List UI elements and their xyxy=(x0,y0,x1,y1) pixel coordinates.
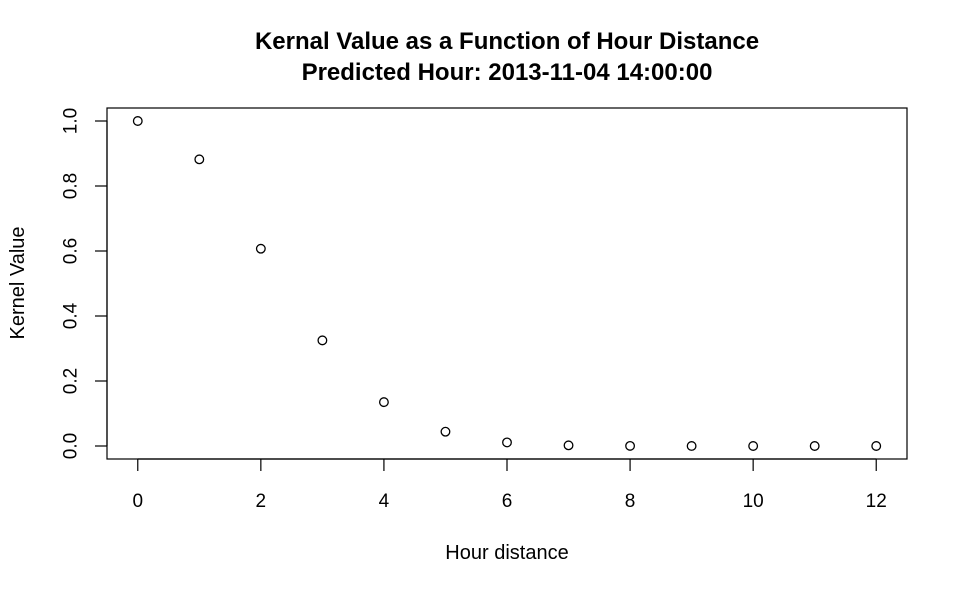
data-point xyxy=(440,426,451,437)
y-axis-label: Kernel Value xyxy=(7,226,29,339)
data-point xyxy=(378,397,389,408)
y-tick-label: 0.0 xyxy=(61,433,82,459)
data-point xyxy=(255,243,266,254)
data-point xyxy=(132,116,143,126)
data-point xyxy=(686,441,697,451)
x-tick-label: 10 xyxy=(743,491,764,512)
x-axis-label: Hour distance xyxy=(445,542,568,564)
x-axis: 0 2 4 6 8 10 12 xyxy=(132,458,887,512)
plot-frame xyxy=(106,107,908,460)
y-tick-label: 1.0 xyxy=(61,108,82,134)
data-point xyxy=(563,440,574,451)
x-tick-label: 0 xyxy=(132,491,143,512)
y-tick-label: 0.6 xyxy=(61,238,82,264)
y-tick-label: 0.2 xyxy=(61,368,82,394)
chart-title: Kernal Value as a Function of Hour Dista… xyxy=(255,28,759,55)
data-point xyxy=(502,437,512,448)
x-tick-label: 6 xyxy=(502,491,513,512)
x-tick-label: 12 xyxy=(866,491,887,512)
y-axis: 0.0 0.2 0.4 0.6 0.8 1.0 xyxy=(61,108,108,459)
y-tick-label: 0.8 xyxy=(61,173,82,199)
y-tick-label: 0.4 xyxy=(61,302,82,329)
data-point xyxy=(748,441,759,451)
x-tick-label: 8 xyxy=(625,491,636,512)
data-point xyxy=(194,154,205,165)
x-tick-label: 4 xyxy=(379,491,390,512)
data-point xyxy=(809,441,820,451)
data-point xyxy=(871,441,882,451)
data-points xyxy=(132,116,882,451)
data-point xyxy=(317,335,328,346)
data-point xyxy=(625,440,636,451)
chart-subtitle: Predicted Hour: 2013-11-04 14:00:00 xyxy=(302,59,713,86)
x-tick-label: 2 xyxy=(256,491,267,512)
